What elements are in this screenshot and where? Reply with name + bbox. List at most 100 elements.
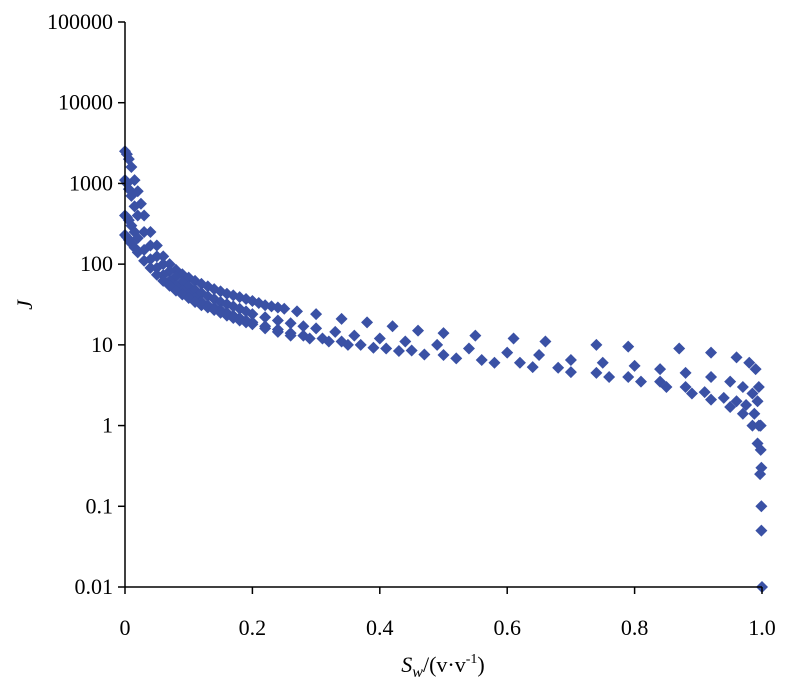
data-point <box>488 356 501 369</box>
data-point <box>717 391 730 404</box>
data-point <box>144 261 157 274</box>
data-point <box>754 468 767 481</box>
data-point <box>367 341 380 354</box>
y-tick-label: 1000 <box>69 170 113 195</box>
data-point <box>685 387 698 400</box>
data-point <box>392 344 405 357</box>
data-point <box>131 246 144 259</box>
data-point <box>743 356 756 369</box>
data-point <box>513 356 526 369</box>
data-point <box>539 335 552 348</box>
data-point <box>128 200 141 213</box>
data-point <box>755 500 768 513</box>
x-tick-label: 0 <box>120 615 131 640</box>
x-axis-title-symbol: S <box>401 652 412 677</box>
data-point <box>341 338 354 351</box>
data-point <box>736 407 749 420</box>
data-point <box>564 366 577 379</box>
y-tick-label: 1 <box>102 413 113 438</box>
x-axis-title-close: ) <box>477 652 484 677</box>
data-point <box>507 332 520 345</box>
data-point <box>622 340 635 353</box>
data-point <box>501 346 514 359</box>
data-point <box>752 381 765 394</box>
data-point <box>751 437 764 450</box>
data-point <box>746 387 759 400</box>
x-axis-title: Sw/(v·v-1) <box>401 652 484 681</box>
y-axis-title: J <box>12 299 37 310</box>
y-axis-ticks: 0.01 0.1 1 10 100 1000 10000 100000 <box>47 9 125 599</box>
data-point <box>622 370 635 383</box>
data-point <box>271 325 284 338</box>
data-point <box>724 400 737 413</box>
data-point <box>736 381 749 394</box>
data-point <box>348 329 361 342</box>
data-point <box>131 209 144 222</box>
data-point <box>679 366 692 379</box>
data-point <box>386 320 399 333</box>
data-point <box>526 361 539 374</box>
data-point <box>163 258 176 271</box>
data-point <box>705 393 718 406</box>
x-tick-label: 0.6 <box>493 615 521 640</box>
data-point <box>297 320 310 333</box>
data-point <box>259 311 272 324</box>
data-point <box>450 352 463 365</box>
data-point <box>431 338 444 351</box>
data-point <box>469 329 482 342</box>
data-point <box>590 338 603 351</box>
data-point <box>310 308 323 321</box>
x-tick-label: 0.2 <box>239 615 267 640</box>
data-point <box>552 361 565 374</box>
x-axis-title-superscript: -1 <box>466 652 478 667</box>
data-point <box>150 239 163 252</box>
data-point <box>749 363 762 376</box>
data-point <box>412 324 425 337</box>
x-axis-title-unit: /(v·v <box>423 652 466 677</box>
data-point <box>322 335 335 348</box>
data-point <box>628 359 641 372</box>
data-point <box>603 370 616 383</box>
data-point <box>405 344 418 357</box>
y-tick-label: 10 <box>91 332 113 357</box>
data-point <box>654 363 667 376</box>
y-tick-label: 0.01 <box>75 574 114 599</box>
x-tick-label: 0.4 <box>366 615 394 640</box>
data-point <box>246 318 259 331</box>
data-point <box>354 338 367 351</box>
data-point <box>278 302 291 315</box>
data-point <box>284 317 297 330</box>
data-point <box>138 254 151 267</box>
data-point <box>751 395 764 408</box>
data-point <box>730 395 743 408</box>
data-point <box>329 325 342 338</box>
data-point <box>705 370 718 383</box>
data-point <box>259 322 272 335</box>
x-axis-ticks: 0 0.2 0.4 0.6 0.8 1.0 <box>120 587 776 640</box>
data-point <box>144 226 157 239</box>
data-point <box>125 189 138 202</box>
data-point <box>157 250 170 263</box>
data-point <box>705 346 718 359</box>
data-point <box>138 226 151 239</box>
data-point <box>290 305 303 318</box>
y-tick-label: 0.1 <box>86 493 114 518</box>
data-point <box>634 375 647 388</box>
data-point <box>748 407 761 420</box>
x-tick-label: 1.0 <box>748 615 776 640</box>
data-point <box>752 419 765 432</box>
data-point <box>138 209 151 222</box>
data-point <box>673 342 686 355</box>
data-point <box>246 308 259 321</box>
data-point <box>437 348 450 361</box>
data-point <box>462 342 475 355</box>
data-point <box>380 342 393 355</box>
data-point <box>284 329 297 342</box>
y-tick-label: 100000 <box>47 9 113 34</box>
data-point <box>335 312 348 325</box>
data-point <box>746 419 759 432</box>
data-point <box>125 160 138 173</box>
data-point <box>418 348 431 361</box>
data-point <box>437 327 450 340</box>
data-points <box>119 145 768 593</box>
